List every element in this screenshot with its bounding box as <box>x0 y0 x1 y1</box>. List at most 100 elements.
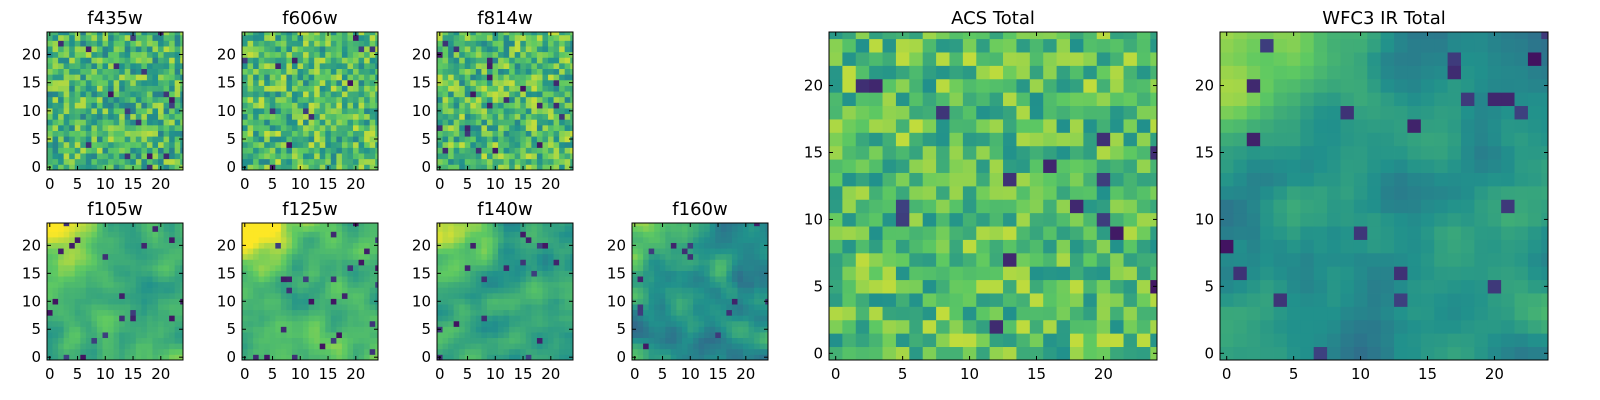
heatmap-cell <box>681 242 688 249</box>
heatmap-cell <box>442 242 449 249</box>
heatmap-cell <box>670 231 677 238</box>
heatmap-cell <box>895 306 910 321</box>
heatmap-cell <box>319 136 326 143</box>
heatmap-cell <box>453 259 460 266</box>
heatmap-cell <box>743 270 749 277</box>
heatmap-cell <box>676 276 683 283</box>
heatmap-cell <box>475 147 482 154</box>
heatmap-cell <box>253 108 260 115</box>
heatmap-cell <box>96 315 103 322</box>
heatmap-cell <box>108 74 115 81</box>
heatmap-cell <box>141 264 148 271</box>
heatmap-cell <box>559 298 566 305</box>
heatmap-cell <box>314 62 321 70</box>
heatmap-cell <box>325 68 332 75</box>
heatmap-cell <box>453 270 460 277</box>
heatmap-cell <box>503 281 510 288</box>
heatmap-cell <box>47 62 53 70</box>
heatmap-cell <box>509 231 516 238</box>
heatmap-cell <box>264 315 271 322</box>
heatmap-cell <box>347 320 354 327</box>
heatmap-cell <box>637 253 644 260</box>
heatmap-cell <box>737 231 744 238</box>
heatmap-cell <box>720 348 727 355</box>
heatmap-cell <box>559 287 566 294</box>
heatmap-cell <box>303 315 310 322</box>
heatmap-cell <box>358 130 365 137</box>
heatmap-cell <box>269 259 276 266</box>
heatmap-cell <box>353 51 359 58</box>
heatmap-cell <box>124 158 131 165</box>
heatmap-cell <box>704 343 711 350</box>
heatmap-cell <box>108 153 115 160</box>
heatmap-cell <box>464 130 471 137</box>
heatmap-cell <box>358 147 365 154</box>
heatmap-cell <box>715 343 722 350</box>
heatmap-cell <box>52 276 59 283</box>
heatmap-cell <box>553 147 560 154</box>
heatmap-cell <box>731 309 738 316</box>
heatmap-cell <box>52 225 59 232</box>
heatmap-cell <box>364 309 371 316</box>
heatmap-cell <box>520 332 527 339</box>
heatmap-cell <box>264 108 271 115</box>
heatmap-cell <box>525 119 532 126</box>
heatmap-cell <box>492 108 499 115</box>
heatmap-cell <box>113 270 120 277</box>
heatmap-cell <box>314 326 321 333</box>
heatmap-cell <box>353 130 359 137</box>
heatmap-cell <box>314 164 321 171</box>
heatmap-cell <box>559 264 566 271</box>
heatmap-cell <box>882 319 897 334</box>
heatmap-cell <box>1003 172 1017 187</box>
heatmap-cell <box>648 315 655 322</box>
heatmap-cell <box>124 242 131 249</box>
heatmap-cell <box>1083 159 1098 173</box>
heatmap-cell <box>503 57 510 64</box>
heatmap-cell <box>314 68 321 75</box>
heatmap-cell <box>498 74 505 81</box>
heatmap-cell <box>52 304 59 311</box>
x-tick-label: 10 <box>96 175 115 193</box>
heatmap-cell <box>375 264 379 271</box>
heatmap-cell <box>280 124 287 131</box>
heatmap-cell <box>743 248 749 255</box>
heatmap-cell <box>520 74 527 81</box>
heatmap-cell <box>654 259 661 266</box>
heatmap-cell <box>637 337 644 344</box>
heatmap-cell <box>169 309 176 316</box>
heatmap-cell <box>531 309 538 316</box>
y-tick-label: 15 <box>217 74 236 92</box>
heatmap-cell <box>654 248 661 255</box>
heatmap-cell <box>286 225 293 232</box>
heatmap-cell <box>180 57 184 64</box>
heatmap-cell <box>258 91 265 98</box>
heatmap-cell <box>102 34 109 41</box>
heatmap-cell <box>325 253 332 260</box>
heatmap-cell <box>464 270 471 277</box>
heatmap-cell <box>253 253 260 260</box>
heatmap-cell <box>895 212 910 227</box>
heatmap-cell <box>882 239 897 254</box>
heatmap-cell <box>559 223 566 227</box>
heatmap-cell <box>475 259 482 266</box>
heatmap-cell <box>124 309 131 316</box>
heatmap-cell <box>437 74 443 81</box>
heatmap-cell <box>264 124 271 131</box>
heatmap-cell <box>909 293 924 307</box>
heatmap-cell <box>152 147 159 154</box>
heatmap-cell <box>520 119 527 126</box>
heatmap-cell <box>85 136 92 143</box>
heatmap-cell <box>492 102 499 109</box>
heatmap-cell <box>643 309 650 316</box>
heatmap-cell <box>437 343 443 350</box>
heatmap-cell <box>548 225 554 232</box>
heatmap-cell <box>492 248 499 255</box>
heatmap-cell <box>169 46 176 53</box>
heatmap-cell <box>670 354 677 361</box>
heatmap-cell <box>141 46 148 53</box>
heatmap-cell <box>1069 185 1084 200</box>
heatmap-cell <box>52 259 59 266</box>
heatmap-cell <box>448 147 455 154</box>
